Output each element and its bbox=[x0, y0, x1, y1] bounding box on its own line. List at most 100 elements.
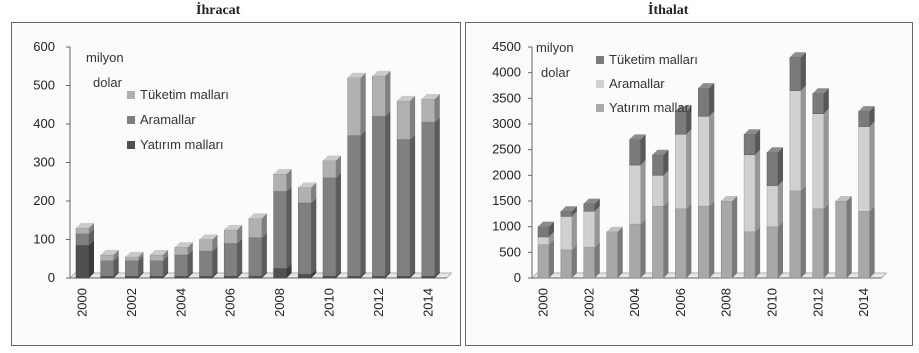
export-bar-2002-0 bbox=[125, 275, 139, 279]
import-bar-side-2014-2 bbox=[869, 106, 875, 127]
export-bar-side-2006-1 bbox=[237, 238, 243, 277]
import-bar-2014-2 bbox=[858, 110, 870, 127]
export-bar-top-2009 bbox=[298, 182, 317, 188]
import-bar-2007-1 bbox=[698, 116, 710, 207]
import-bar-side-2014-1 bbox=[869, 121, 875, 212]
export-bar-side-2013-0 bbox=[410, 271, 416, 278]
export-y-tick-label: 100 bbox=[33, 232, 55, 247]
export-bar-2012-0 bbox=[372, 275, 386, 279]
export-x-tick-label: 2004 bbox=[173, 288, 188, 317]
export-bar-2011-1 bbox=[347, 135, 361, 277]
export-bar-2007-0 bbox=[248, 275, 263, 279]
import-bar-side-2008-0 bbox=[732, 196, 738, 278]
export-bar-2014-1 bbox=[421, 121, 436, 277]
export-x-tick-label: 2012 bbox=[371, 288, 386, 317]
import-panel-title: İthalat bbox=[648, 3, 689, 18]
import-bar-2010-2 bbox=[766, 151, 779, 186]
export-bar-side-2008-2 bbox=[286, 169, 292, 192]
import-bar-side-2011-1 bbox=[800, 85, 806, 191]
export-bar-top-2008 bbox=[273, 169, 292, 175]
export-bar-side-2004-2 bbox=[187, 242, 193, 255]
export-panel-title: İhracat bbox=[196, 3, 241, 18]
export-bar-side-2001-2 bbox=[113, 249, 119, 261]
export-x-tick-label: 2010 bbox=[322, 288, 337, 317]
import-x-tick-label: 2000 bbox=[536, 288, 551, 317]
export-bar-side-2011-1 bbox=[360, 130, 366, 277]
import-bar-2011-0 bbox=[789, 190, 802, 279]
import-y-tick-label: 2000 bbox=[492, 167, 521, 182]
export-bar-side-2008-0 bbox=[286, 263, 292, 278]
export-bar-2003-1 bbox=[149, 260, 164, 277]
export-bar-top-2014 bbox=[421, 93, 440, 99]
export-bar-2005-0 bbox=[199, 275, 213, 279]
export-bar-2006-0 bbox=[223, 275, 238, 279]
export-bar-2008-1 bbox=[273, 191, 287, 269]
import-bar-2000-1 bbox=[537, 236, 550, 245]
export-bar-2009-1 bbox=[298, 202, 312, 275]
import-bar-side-2002-2 bbox=[594, 198, 600, 212]
export-bar-side-2009-2 bbox=[311, 182, 317, 203]
import-bar-2014-0 bbox=[858, 211, 870, 279]
import-bar-2000-0 bbox=[537, 244, 550, 279]
export-bar-top-2007 bbox=[248, 213, 267, 219]
import-bar-2002-2 bbox=[583, 203, 596, 212]
import-bar-side-2012-0 bbox=[823, 203, 829, 278]
import-bar-side-2005-0 bbox=[663, 201, 669, 278]
export-bar-2006-1 bbox=[223, 243, 238, 277]
import-bar-2003-0 bbox=[606, 231, 618, 279]
import-bar-side-2011-0 bbox=[800, 185, 806, 278]
export-bar-side-2008-1 bbox=[286, 186, 292, 269]
export-bar-side-2013-2 bbox=[410, 95, 416, 140]
export-bar-2002-2 bbox=[125, 256, 139, 261]
import-x-tick-label: 2004 bbox=[627, 288, 642, 317]
import-y-tick-label: 1500 bbox=[492, 193, 521, 208]
import-bar-2005-0 bbox=[652, 205, 664, 279]
export-bar-2003-0 bbox=[149, 275, 164, 279]
import-bar-side-2009-0 bbox=[755, 226, 761, 278]
export-bar-side-2006-2 bbox=[237, 224, 243, 244]
export-bar-side-2012-0 bbox=[385, 271, 391, 278]
import-y-tick-label: 3500 bbox=[492, 90, 521, 105]
export-bar-top-2010 bbox=[323, 155, 341, 161]
import-bar-2005-1 bbox=[652, 175, 664, 207]
export-bar-side-2011-0 bbox=[360, 271, 366, 278]
import-bar-side-2005-2 bbox=[663, 149, 669, 176]
import-bar-side-2002-1 bbox=[594, 206, 600, 248]
import-bar-side-2009-1 bbox=[755, 149, 761, 232]
export-bar-2007-2 bbox=[248, 218, 263, 238]
import-bar-side-2003-0 bbox=[617, 226, 623, 278]
export-bar-side-2014-2 bbox=[434, 93, 440, 123]
import-bar-side-2001-0 bbox=[571, 244, 577, 278]
export-bar-side-2009-1 bbox=[311, 197, 317, 275]
export-unit-line1: milyon bbox=[86, 50, 124, 65]
export-bar-2007-1 bbox=[248, 237, 263, 277]
export-bar-side-2002-1 bbox=[138, 255, 144, 277]
export-bar-2009-0 bbox=[298, 273, 312, 279]
import-bar-side-2007-0 bbox=[709, 201, 715, 278]
import-bar-top-2007 bbox=[698, 83, 715, 89]
export-bar-2011-0 bbox=[347, 275, 361, 279]
import-y-tick-label: 0 bbox=[514, 270, 521, 285]
import-bar-2008-0 bbox=[720, 200, 733, 279]
import-x-tick-label: 2006 bbox=[673, 288, 688, 317]
import-legend-label-1: Aramallar bbox=[609, 76, 665, 91]
export-bar-side-2004-0 bbox=[187, 271, 193, 278]
export-x-tick-label: 2014 bbox=[420, 288, 435, 317]
export-bar-2004-1 bbox=[174, 254, 189, 277]
export-bar-side-2005-2 bbox=[212, 234, 218, 252]
export-bar-2014-2 bbox=[421, 98, 436, 123]
import-bar-2011-2 bbox=[789, 57, 802, 91]
export-y-tick-label: 500 bbox=[33, 78, 55, 93]
export-bar-side-2013-1 bbox=[410, 134, 416, 277]
export-x-tick-label: 2002 bbox=[124, 288, 139, 317]
export-bar-2000-1 bbox=[75, 233, 90, 246]
import-y-tick-label: 4500 bbox=[492, 39, 521, 54]
import-x-tick-label: 2012 bbox=[810, 288, 825, 317]
import-y-tick-label: 3000 bbox=[492, 116, 521, 131]
export-y-tick-label: 200 bbox=[33, 193, 55, 208]
export-bar-top-2013 bbox=[397, 95, 416, 101]
export-bar-top-2005 bbox=[199, 234, 218, 240]
export-bar-2008-2 bbox=[273, 173, 287, 192]
import-bar-2001-0 bbox=[560, 249, 573, 279]
import-bar-2013-0 bbox=[835, 200, 847, 279]
